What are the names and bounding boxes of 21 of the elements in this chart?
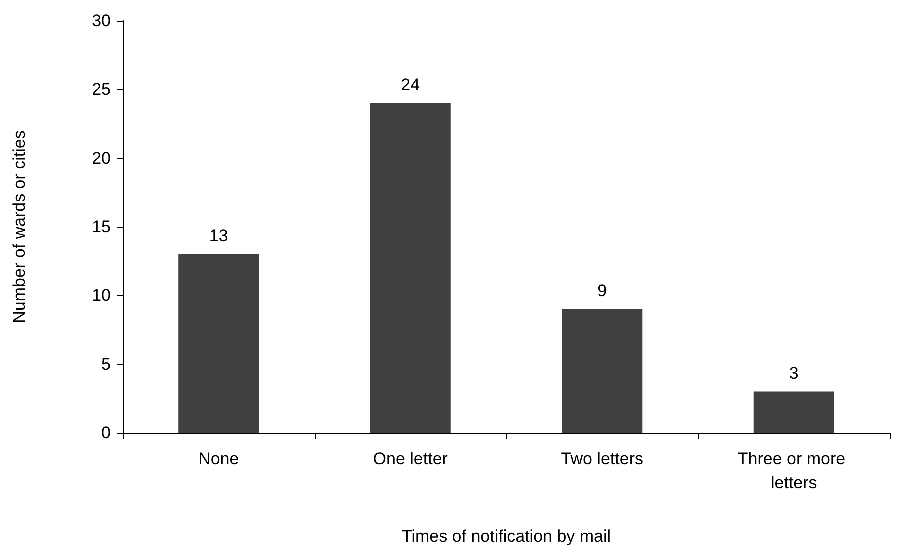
x-tick-label: Two letters [561, 450, 644, 468]
y-tick-label: 20 [92, 148, 111, 168]
data-label: 13 [209, 226, 228, 246]
y-tick-label: 30 [92, 12, 111, 30]
data-label: 24 [401, 75, 420, 94]
x-tick-label: One letter [373, 450, 448, 468]
x-axis-title: Times of notification by mail [402, 527, 612, 546]
bar [370, 103, 451, 433]
x-tick-label: Three or more letters [738, 450, 850, 492]
bar [178, 254, 260, 433]
x-tick-label: None [198, 450, 240, 468]
y-tick-label: 10 [92, 286, 111, 306]
data-label: 3 [789, 364, 799, 383]
y-tick-label: 15 [92, 218, 111, 236]
y-tick-label: 5 [102, 354, 111, 374]
bar [562, 309, 643, 433]
y-axis-title: Number of wards or cities [10, 130, 29, 324]
data-label: 9 [598, 281, 608, 300]
y-tick-label: 25 [92, 80, 111, 100]
bar [754, 392, 834, 433]
y-tick-label: 0 [102, 424, 111, 442]
